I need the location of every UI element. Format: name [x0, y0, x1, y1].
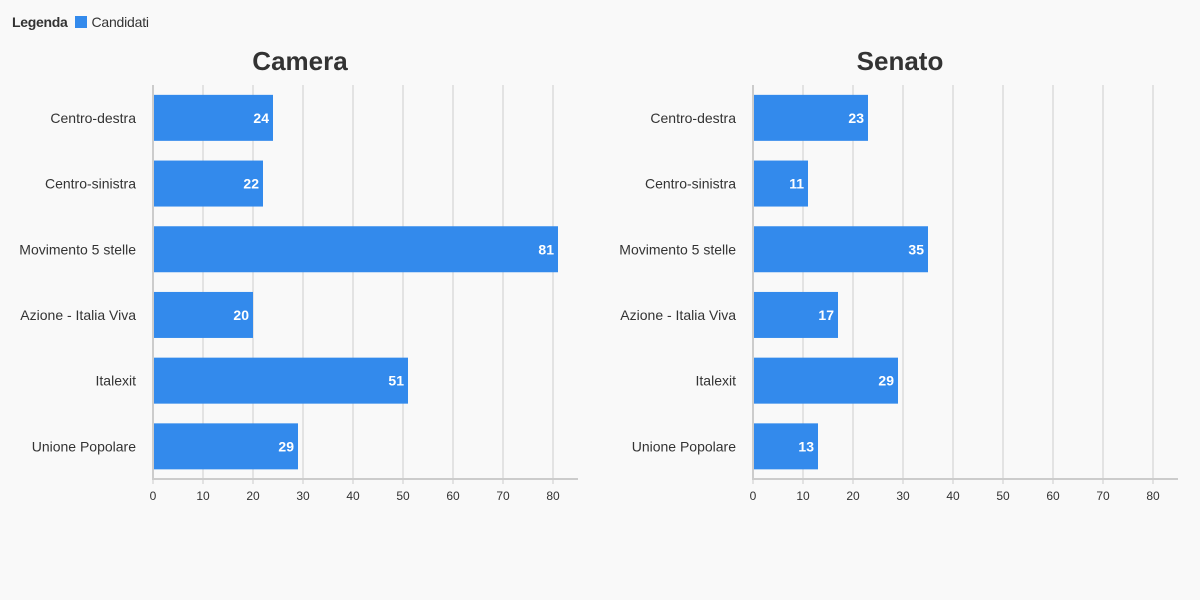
chart-1-data-label: 11 [789, 176, 804, 192]
chart-0-tick-label: 70 [496, 489, 510, 503]
chart-0-tick-label: 40 [346, 489, 360, 503]
legend-item-candidati[interactable]: Candidati [75, 12, 149, 32]
chart-1-tick-label: 0 [750, 489, 757, 503]
chart-0-category-label: Movimento 5 stelle [19, 241, 136, 257]
chart-0-tick-label: 50 [396, 489, 410, 503]
chart-0-tick-label: 0 [150, 489, 157, 503]
legend-title: Legenda [12, 14, 68, 30]
chart-1-data-label: 17 [818, 307, 834, 323]
chart-1-data-label: 13 [798, 438, 814, 454]
chart-0-data-label: 81 [538, 241, 554, 257]
chart-0-title: Camera [252, 46, 348, 76]
chart-1-data-label: 23 [848, 110, 864, 126]
chart-1-category-label: Azione - Italia Viva [620, 307, 736, 323]
chart-1-tick-label: 30 [896, 489, 910, 503]
chart-0-data-label: 24 [253, 110, 269, 126]
legend: Legenda Candidati [12, 12, 149, 32]
chart-1-bar[interactable] [753, 291, 838, 338]
chart-0-data-label: 29 [278, 438, 294, 454]
chart-1-tick-label: 50 [996, 489, 1010, 503]
chart-1-bar[interactable] [753, 226, 928, 273]
chart-1-bar[interactable] [753, 160, 808, 207]
chart-1-panel: Senato 0 10 20 30 40 50 60 70 80 Centro-destra 23 Ce… [619, 46, 1178, 503]
chart-1-tick-label: 70 [1096, 489, 1110, 503]
chart-0-bar[interactable] [153, 291, 253, 338]
chart-0-category-label: Centro-sinistra [45, 176, 136, 192]
chart-0-data-label: 51 [388, 373, 404, 389]
chart-1-tick-label: 80 [1146, 489, 1160, 503]
chart-0-category-label: Azione - Italia Viva [20, 307, 136, 323]
chart-0-category-label: Unione Popolare [32, 438, 137, 454]
chart-1-tick-label: 40 [946, 489, 960, 503]
chart-1-data-label: 35 [908, 241, 924, 257]
chart-0-tick-label: 30 [296, 489, 310, 503]
legend-label: Candidati [91, 14, 149, 30]
chart-0-bar[interactable] [153, 357, 408, 404]
chart-1-tick-label: 20 [846, 489, 860, 503]
chart-0-tick-label: 80 [546, 489, 560, 503]
chart-0-bar[interactable] [153, 94, 273, 141]
chart-0-bar[interactable] [153, 423, 298, 470]
chart-0-category-label: Centro-destra [50, 110, 136, 126]
chart-1-bar[interactable] [753, 94, 868, 141]
chart-1-category-label: Italexit [696, 373, 737, 389]
chart-1-bar[interactable] [753, 357, 898, 404]
chart-0-bar[interactable] [153, 226, 558, 273]
chart-1-category-label: Centro-sinistra [645, 176, 736, 192]
chart-1-category-label: Centro-destra [650, 110, 736, 126]
chart-0-panel: Camera 0 10 20 30 40 50 60 70 80 Centro-destra 24 Ce… [19, 46, 578, 503]
chart-0-bar[interactable] [153, 160, 263, 207]
chart-1-bar[interactable] [753, 423, 818, 470]
chart-1-tick-label: 10 [796, 489, 810, 503]
chart-0-tick-label: 10 [196, 489, 210, 503]
chart-0-data-label: 22 [243, 176, 259, 192]
chart-0-tick-label: 60 [446, 489, 460, 503]
chart-1-data-label: 29 [878, 373, 894, 389]
chart-1-category-label: Movimento 5 stelle [619, 241, 736, 257]
chart-0-tick-label: 20 [246, 489, 260, 503]
chart-0-category-label: Italexit [96, 373, 137, 389]
chart-0-data-label: 20 [233, 307, 249, 323]
chart-1-tick-label: 60 [1046, 489, 1060, 503]
chart-1-title: Senato [857, 46, 944, 76]
legend-swatch [75, 16, 88, 28]
chart-1-category-label: Unione Popolare [632, 438, 737, 454]
